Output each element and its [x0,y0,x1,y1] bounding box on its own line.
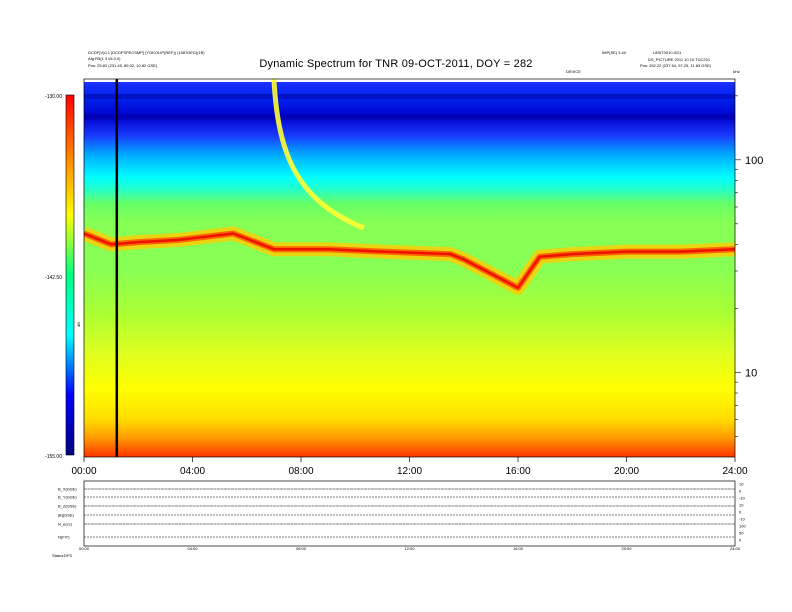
bottom-right-tick-label: -10 [739,496,746,501]
bottom-x-tick-label: 12:00 [404,546,415,551]
bottom-row-label: B_Y(GSE) [58,495,77,500]
x-tick-label: 04:00 [180,466,205,477]
bottom-right-tick-label: 50 [739,531,744,536]
bottom-right-tick-label: 0 [739,538,742,543]
bottom-x-tick-label: 20:00 [621,546,632,551]
footer-status-label: Status [52,553,63,558]
y-tick-label: 100 [745,155,763,167]
colorbar-tick-label: -142.50 [45,275,62,281]
bottom-right-tick-label: 10 [739,482,744,487]
header-top-left-1: DCDF(V)0.1 [DCDFSPECSMP] (YOKOLIP(REF)) … [88,50,205,55]
bottom-panels: B_X(GSE) B_Y(GSE) B_Z(GSE) |B|(GSE) N_e(cc) N… [52,480,746,558]
x-tick-label: 24:00 [722,466,747,477]
colorbar-unit-label: dB [76,322,81,327]
x-tick-label: 00:00 [71,466,96,477]
bottom-row-label: B_X(GSE) [58,487,77,492]
spectrogram-plot: 00:00 04:00 08:00 12:00 16:00 20:00 24:00 1010… [71,78,763,477]
dark-band [84,114,735,120]
thermal-band-core [84,232,735,290]
bottom-row-label: |B|(GSE) [58,513,75,518]
spectrogram-background [84,79,735,457]
dark-band [84,94,735,99]
colorbar-tick-label: -155.00 [45,454,62,460]
type-iii-burst [271,79,365,231]
header-top-right-3: DS_PICTURE 2011 10 10 TUC201 [648,57,711,62]
colorbar-bar [65,94,75,456]
bottom-panel-frame [83,480,736,547]
bottom-x-tick-label: 16:00 [513,546,524,551]
top-strip [84,79,735,82]
bottom-right-tick-label: 0 [739,510,742,515]
header-top-right-1: IMP(SE) 3.40 [602,50,627,55]
footer-dfs-label: DFS [64,553,72,558]
header-unit-label: kHz [733,69,740,74]
spectrogram-features [84,79,735,457]
bottom-x-tick-label: 24:00 [730,546,741,551]
x-tick-label: 12:00 [397,466,422,477]
x-tick-label: 16:00 [505,466,530,477]
y-tick-label: 10 [745,367,757,379]
header-top-left-3: Pos: 25.83 (231.45, 89.02, 10.82 GSE) [88,63,158,68]
bottom-right-tick-label: -10 [739,517,746,522]
bottom-x-tick-label: 00:00 [79,546,90,551]
header-top-right-2: L8SIT0010.3G1 [653,50,682,55]
bottom-right-tick-label: 10 [739,503,744,508]
x-tick-label: 20:00 [614,466,639,477]
bottom-x-tick-label: 08:00 [296,546,307,551]
header-top-left-2: Afg:R5(1 3 v5.0.0) [88,56,121,61]
header-device-label: DEVICE [566,69,581,74]
chart-title: Dynamic Spectrum for TNR 09-OCT-2011, DO… [259,58,533,70]
x-tick-label: 08:00 [288,466,313,477]
bottom-row-label: N_e(cc) [58,522,73,527]
bottom-row-label: B_Z(GSE) [58,504,77,509]
bottom-right-tick-label: 100 [739,524,746,529]
x-axis: 00:00 04:00 08:00 12:00 16:00 20:00 24:00 [71,457,748,477]
colorbar-tick-label: -130.00 [45,94,62,100]
data-gap-marker [115,79,119,457]
y-axis-right: 10 100 [735,95,763,437]
bottom-row-label: N(FIT) [58,535,70,540]
bottom-right-tick-label: 0 [739,489,742,494]
bottom-x-tick-label: 04:00 [187,546,198,551]
header-top-right-4: Pos: 252.22 (237.54, 97.25, 11.83 GSE) [640,63,712,68]
colorbar: -130.00 -142.50 -155.00 dB [45,94,81,460]
spectrogram-base [84,79,735,457]
